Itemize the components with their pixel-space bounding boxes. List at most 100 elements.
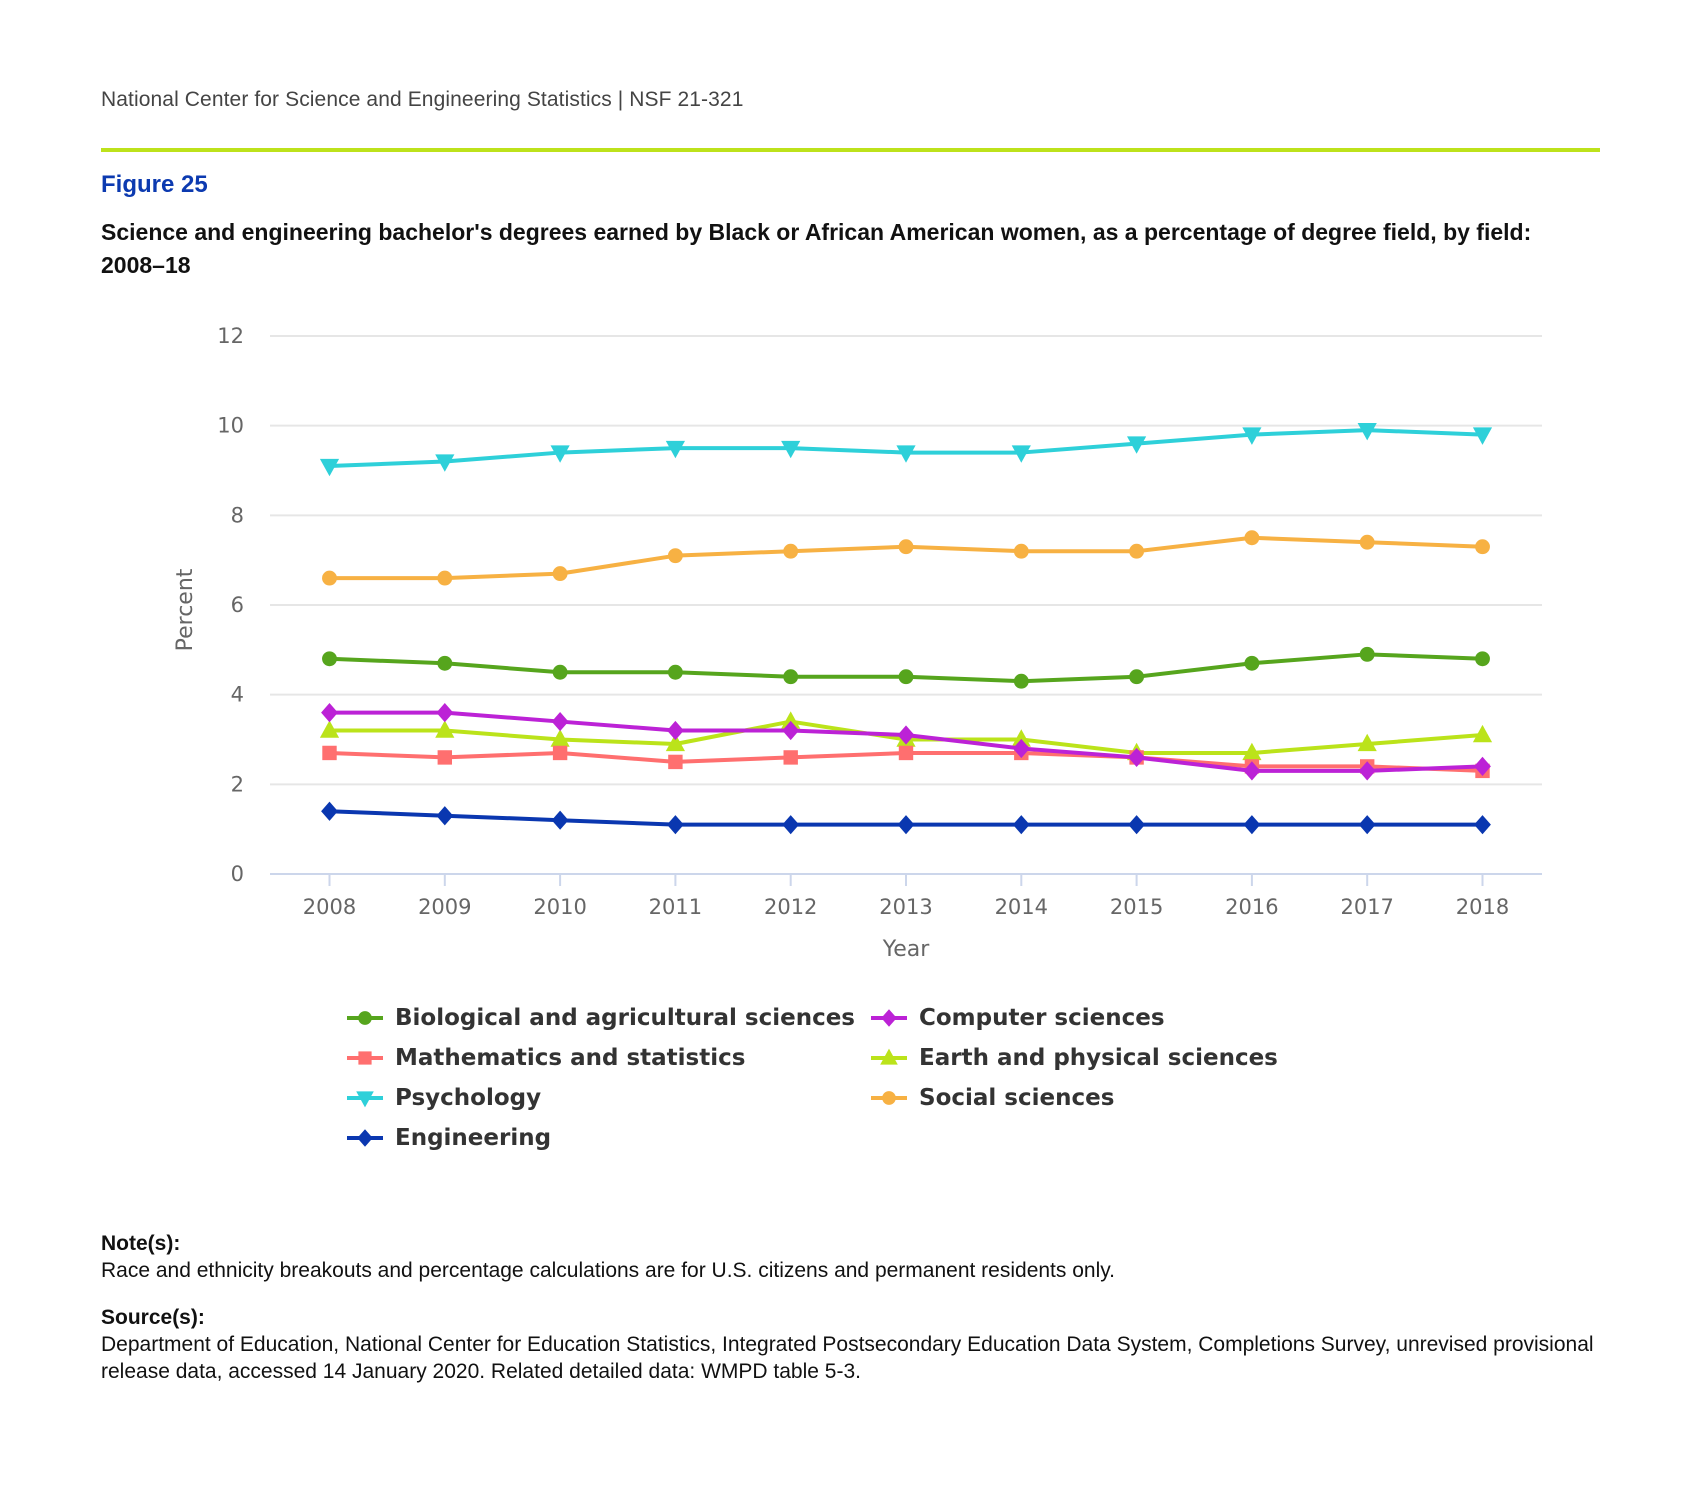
data-point-computer-sciences (436, 703, 454, 723)
y-tick-label: 0 (231, 862, 244, 886)
data-point-biological-and-agricultural-sciences (1359, 646, 1375, 662)
x-tick-label: 2013 (879, 895, 932, 919)
series-mathematics-and-statistics (322, 745, 1490, 779)
y-tick-label: 8 (231, 503, 244, 527)
data-point-computer-sciences (1474, 756, 1491, 776)
data-point-engineering (1128, 815, 1145, 835)
legend-item-mathematics-and-statistics[interactable]: Mathematics and statistics (347, 1040, 745, 1076)
x-tick-label: 2012 (764, 895, 817, 919)
data-point-engineering (1243, 815, 1261, 835)
legend-marker (881, 1009, 897, 1027)
note-text: Race and ethnicity breakouts and percent… (101, 1259, 1116, 1282)
x-axis-title: Year (882, 937, 931, 962)
notes-section: Note(s): Race and ethnicity breakouts an… (101, 1230, 1601, 1405)
legend-item-biological-and-agricultural-sciences[interactable]: Biological and agricultural sciences (347, 1000, 855, 1036)
data-point-engineering (1012, 815, 1030, 835)
legend-item-earth-and-physical-sciences[interactable]: Earth and physical sciences (871, 1040, 1278, 1076)
data-point-engineering (551, 810, 569, 830)
legend-symbol-diamond-icon (347, 1129, 383, 1147)
data-point-mathematics-and-statistics (437, 750, 452, 765)
data-point-earth-and-physical-sciences (665, 733, 685, 752)
x-tick-label: 2016 (1225, 895, 1278, 919)
data-point-biological-and-agricultural-sciences (437, 655, 453, 671)
data-point-biological-and-agricultural-sciences (898, 669, 914, 685)
data-point-computer-sciences (321, 703, 338, 723)
legend-symbol-square-icon (347, 1051, 383, 1065)
data-point-mathematics-and-statistics (898, 745, 914, 761)
data-point-psychology (781, 440, 801, 459)
data-point-psychology (550, 445, 570, 463)
data-point-engineering (436, 806, 454, 826)
x-axis: 2008 2009 2010 2011 2012 2013 2014 2015 2016 2017… (270, 873, 1542, 919)
legend-item-computer-sciences[interactable]: Computer sciences (871, 1000, 1165, 1036)
note-heading: Note(s): (101, 1232, 181, 1255)
data-point-psychology (896, 445, 916, 463)
data-point-social-sciences (783, 543, 799, 559)
data-point-earth-and-physical-sciences (1472, 724, 1493, 743)
legend-symbol-circle-icon (871, 1091, 907, 1105)
data-point-biological-and-agricultural-sciences (552, 664, 568, 680)
data-point-earth-and-physical-sciences (781, 711, 801, 729)
x-tick-label: 2015 (1110, 895, 1163, 919)
legend-marker (358, 1011, 372, 1025)
data-point-biological-and-agricultural-sciences (667, 664, 683, 680)
data-point-psychology (435, 454, 455, 472)
legend-label: Earth and physical sciences (919, 1045, 1278, 1071)
legend-symbol-circle-icon (347, 1011, 383, 1025)
data-point-computer-sciences (782, 720, 800, 741)
data-point-mathematics-and-statistics (552, 745, 568, 761)
x-tick-label: 2009 (418, 895, 471, 919)
data-point-engineering (321, 801, 338, 821)
legend-label: Mathematics and statistics (395, 1045, 746, 1071)
data-point-earth-and-physical-sciences (1357, 733, 1377, 752)
chart-legend: Biological and agricultural sciences Comp… (347, 1000, 1347, 1160)
y-axis-ticks: 0 2 4 6 8 10 12 (217, 324, 244, 886)
data-point-engineering (1474, 815, 1491, 835)
y-tick-label: 2 (231, 772, 244, 796)
data-point-social-sciences (667, 548, 683, 564)
data-point-mathematics-and-statistics (322, 745, 337, 761)
y-tick-label: 12 (217, 324, 244, 348)
data-point-social-sciences (322, 570, 337, 586)
data-point-psychology (1242, 427, 1262, 445)
data-point-computer-sciences (897, 725, 915, 745)
data-point-psychology (319, 458, 340, 477)
data-point-engineering (782, 815, 800, 835)
series-social-sciences (322, 530, 1490, 586)
data-point-biological-and-agricultural-sciences (1013, 673, 1029, 689)
x-tick-label: 2017 (1340, 895, 1393, 919)
data-point-earth-and-physical-sciences (435, 720, 455, 738)
data-point-computer-sciences (1358, 761, 1376, 781)
data-point-earth-and-physical-sciences (319, 720, 340, 738)
legend-item-psychology[interactable]: Psychology (347, 1080, 541, 1116)
y-tick-label: 4 (231, 683, 244, 707)
data-point-psychology (1011, 445, 1031, 463)
series-biological-and-agricultural-sciences (322, 646, 1490, 689)
data-point-psychology (1472, 427, 1493, 445)
data-point-social-sciences (1475, 539, 1490, 555)
legend-marker (357, 1129, 373, 1147)
x-tick-label: 2008 (303, 895, 356, 919)
legend-marker (880, 1048, 898, 1065)
legend-symbol-diamond-icon (871, 1009, 907, 1027)
gridlines (270, 335, 1542, 786)
source-heading: Source(s): (101, 1306, 205, 1329)
y-tick-label: 6 (231, 593, 244, 617)
header-divider (101, 148, 1600, 152)
data-point-biological-and-agricultural-sciences (322, 651, 337, 667)
legend-label: Psychology (395, 1085, 542, 1111)
data-point-computer-sciences (1243, 761, 1261, 781)
data-point-computer-sciences (667, 720, 684, 741)
legend-item-social-sciences[interactable]: Social sciences (871, 1080, 1114, 1116)
legend-item-engineering[interactable]: Engineering (347, 1120, 551, 1156)
x-tick-label: 2014 (995, 895, 1048, 919)
series-psychology (319, 422, 1493, 477)
data-point-social-sciences (1244, 530, 1260, 546)
report-header: National Center for Science and Engineer… (101, 88, 744, 111)
series-group (319, 422, 1493, 835)
data-point-biological-and-agricultural-sciences (783, 669, 799, 685)
data-point-psychology (1357, 422, 1377, 441)
legend-marker (356, 1091, 374, 1108)
y-tick-label: 10 (217, 414, 244, 438)
data-point-biological-and-agricultural-sciences (1475, 651, 1490, 667)
